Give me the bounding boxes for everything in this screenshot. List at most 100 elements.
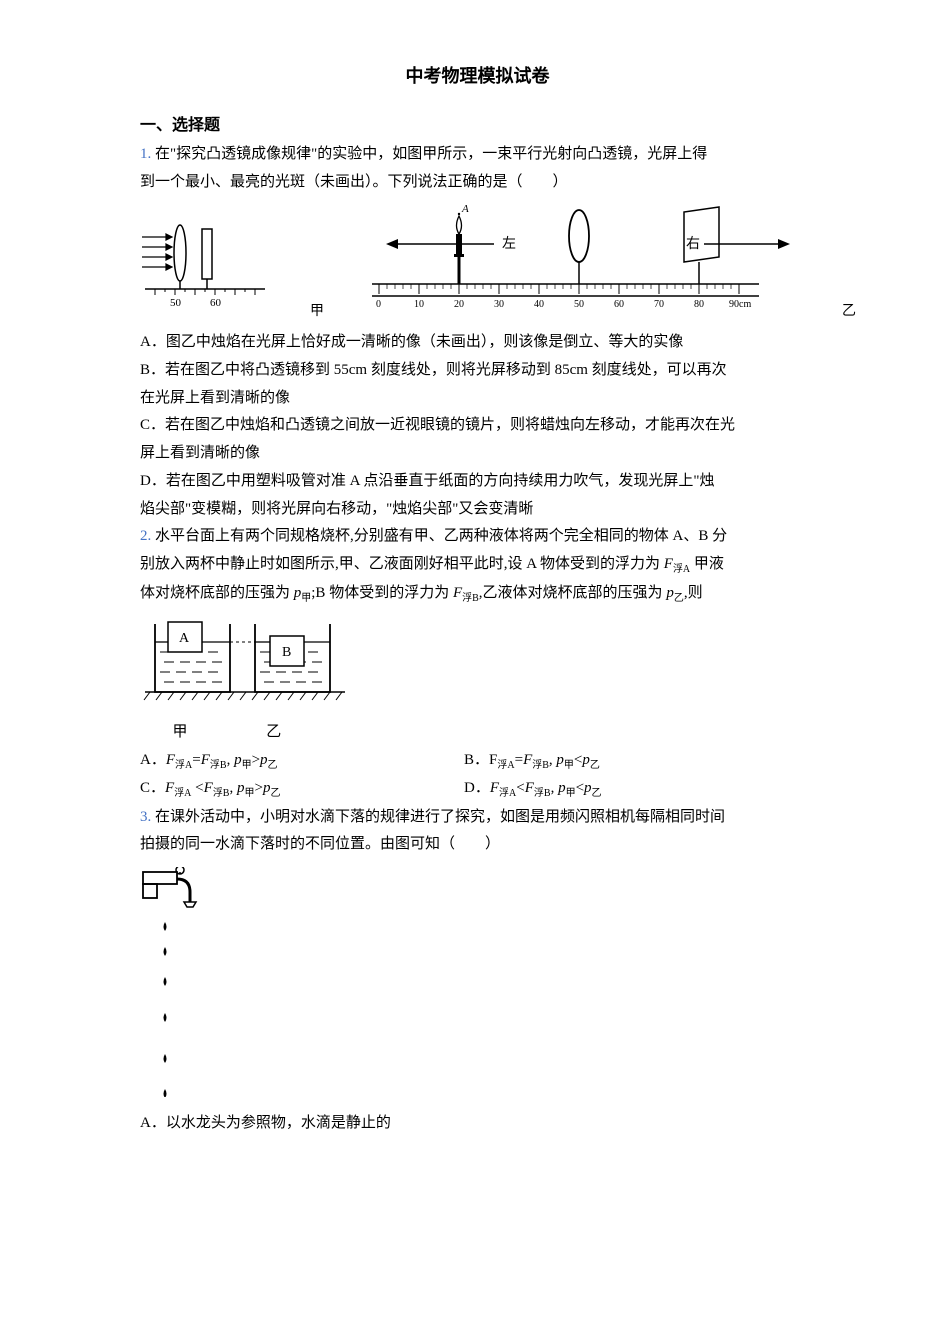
figure-jia-svg: 50 60 [140, 219, 270, 314]
q1-optC-l2: 屏上看到清晰的像 [140, 440, 815, 468]
svg-text:10: 10 [414, 299, 424, 310]
q2-options-row1: A．F浮A=F浮B, p甲>p乙 B．F浮A=F浮B, p甲<p乙 [140, 747, 815, 776]
q1-optD-l1: D．若在图乙中用塑料吸管对准 A 点沿垂直于纸面的方向持续用力吹气，发现光屏上"… [140, 468, 815, 496]
q2-optD-s3: 甲 [566, 788, 576, 799]
q2-optD-s1: 浮A [499, 788, 516, 799]
q2-optB-p1: p [556, 752, 564, 768]
q2-optD-pre: D． [464, 780, 490, 796]
q2-optC: C．F浮A <F浮B, p甲>p乙 [140, 775, 464, 804]
q3-optA: A．以水龙头为参照物，水滴是静止的 [140, 1110, 815, 1138]
svg-text:70: 70 [654, 299, 664, 310]
q2-l3-p2b: p [666, 585, 674, 601]
q2-l2-p2: 甲液 [690, 556, 724, 572]
svg-text:40: 40 [534, 299, 544, 310]
q2-optA: A．F浮A=F浮B, p甲>p乙 [140, 747, 464, 776]
question-number: 2. [140, 528, 155, 544]
question-number: 1. [140, 146, 155, 162]
right-arrow-label: 右 [686, 236, 700, 252]
exam-page: 中考物理模拟试卷 一、选择题 1. 在"探究凸透镜成像规律"的实验中，如图甲所示… [0, 0, 945, 1178]
q2-optA-pre: A． [140, 752, 166, 768]
q2-optD-F2: F [525, 780, 534, 796]
q2-l1: 水平台面上有两个同规格烧杯,分别盛有甲、乙两种液体将两个完全相同的物体 A、B … [155, 528, 727, 544]
q2-optA-F1: F [166, 752, 175, 768]
q2-optA-com: , [227, 752, 235, 768]
q2-l3: 体对烧杯底部的压强为 p甲;B 物体受到的浮力为 F浮B,乙液体对烧杯底部的压强… [140, 580, 815, 609]
q1-optD-l2: 焰尖部"变模糊，则将光屏向右移动，"烛焰尖部"又会变清晰 [140, 496, 815, 524]
q2-optC-pre: C． [140, 780, 165, 796]
beakers-svg: A B [140, 614, 350, 704]
question-3: 3. 在课外活动中，小明对水滴下落的规律进行了探究，如图是用频闪照相机每隔相同时… [140, 804, 815, 832]
q2-optC-s4: 乙 [270, 788, 280, 799]
q2-l2-sub: 浮A [673, 564, 690, 575]
q2-optB-p2: p [582, 752, 590, 768]
block-B-label: B [282, 645, 291, 660]
q2-optD-rel: < [576, 780, 584, 796]
figure-jia-caption: 甲 [310, 299, 324, 325]
q2-optD-rel1: < [516, 780, 524, 796]
q2-optD-s2: 浮B [534, 788, 551, 799]
q2-l3-p2: ;B 物体受到的浮力为 [311, 585, 453, 601]
q2-optC-F1: F [165, 780, 174, 796]
block-A-label: A [179, 631, 190, 646]
svg-text:80: 80 [694, 299, 704, 310]
caption-jia: 甲 [140, 719, 220, 747]
figure-yi-caption: 乙 [842, 299, 856, 325]
q1-optB-l1: B．若在图乙中将凸透镜移到 55cm 刻度线处，则将光屏移动到 85cm 刻度线… [140, 357, 815, 385]
beaker-captions: 甲 乙 [140, 719, 815, 747]
q2-optA-eq: = [192, 752, 200, 768]
q2-optA-s1: 浮A [175, 760, 192, 771]
q2-l3-F: F [453, 585, 462, 601]
q2-optB-pre: B． [464, 752, 489, 768]
question-1: 1. 在"探究凸透镜成像规律"的实验中，如图甲所示，一束平行光射向凸透镜，光屏上… [140, 141, 815, 169]
left-arrow-label: 左 [502, 236, 516, 252]
q2-optA-F2: F [201, 752, 210, 768]
figure-yi: 左 右 [364, 204, 794, 325]
q1-figures: 50 60 甲 [140, 204, 815, 325]
q2-optD-s4: 乙 [592, 788, 602, 799]
svg-text:90cm: 90cm [729, 299, 751, 310]
faucet-svg [140, 867, 210, 1097]
q1-line2: 到一个最小、最亮的光斑（未画出）。下列说法正确的是（ ） [140, 169, 815, 197]
point-A-label: A [461, 204, 469, 215]
q2-optB-s3: 甲 [564, 760, 574, 771]
q2-optB: B．F浮A=F浮B, p甲<p乙 [464, 747, 815, 776]
q2-figure: A B 甲 乙 [140, 614, 815, 747]
q2-l3-p4: ,则 [684, 585, 703, 601]
q2-options-row2: C．F浮A <F浮B, p甲>p乙 D．F浮A<F浮B, p甲<p乙 [140, 775, 815, 804]
q2-optD-F1: F [490, 780, 499, 796]
q2-optC-rel1: < [191, 780, 203, 796]
q2-optA-p2: p [260, 752, 268, 768]
ruler-50-label: 50 [170, 297, 182, 309]
q1-line1: 在"探究凸透镜成像规律"的实验中，如图甲所示，一束平行光射向凸透镜，光屏上得 [155, 146, 707, 162]
q2-optB-F2: F [523, 752, 532, 768]
ruler-60-label: 60 [210, 297, 222, 309]
q2-optB-s1: 浮A [497, 760, 514, 771]
page-title: 中考物理模拟试卷 [140, 60, 815, 93]
figure-jia: 50 60 [140, 219, 270, 325]
q2-optD: D．F浮A<F浮B, p甲<p乙 [464, 775, 815, 804]
q2-l3-sub2: 浮B [462, 593, 479, 604]
q2-l3-p1: 体对烧杯底部的压强为 [140, 585, 294, 601]
q2-l2-F: F [664, 556, 673, 572]
q2-optC-s3: 甲 [244, 788, 254, 799]
q2-optB-s2: 浮B [532, 760, 549, 771]
q3-l1: 在课外活动中，小明对水滴下落的规律进行了探究，如图是用频闪照相机每隔相同时间 [155, 809, 725, 825]
q2-optD-p1: p [558, 780, 566, 796]
q1-optC-l1: C．若在图乙中烛焰和凸透镜之间放一近视眼镜的镜片，则将蜡烛向左移动，才能再次在光 [140, 412, 815, 440]
question-number: 3. [140, 809, 155, 825]
q2-optA-p1: p [234, 752, 242, 768]
svg-text:60: 60 [614, 299, 624, 310]
q2-optA-s2: 浮B [210, 760, 227, 771]
q2-l3-p3: ,乙液体对烧杯底部的压强为 [479, 585, 667, 601]
figure-yi-svg: 左 右 [364, 204, 794, 314]
q2-optD-p2: p [584, 780, 592, 796]
q3-l2: 拍摄的同一水滴下落时的不同位置。由图可知（ ） [140, 831, 815, 859]
q2-optB-eq: = [515, 752, 523, 768]
svg-text:20: 20 [454, 299, 464, 310]
q2-optC-com: , [229, 780, 237, 796]
q2-optA-s3: 甲 [242, 760, 252, 771]
q2-l2-p1: 别放入两杯中静止时如图所示,甲、乙液面刚好相平此时,设 A 物体受到的浮力为 [140, 556, 664, 572]
svg-text:30: 30 [494, 299, 504, 310]
q1-optB-l2: 在光屏上看到清晰的像 [140, 385, 815, 413]
question-2: 2. 水平台面上有两个同规格烧杯,分别盛有甲、乙两种液体将两个完全相同的物体 A… [140, 523, 815, 551]
